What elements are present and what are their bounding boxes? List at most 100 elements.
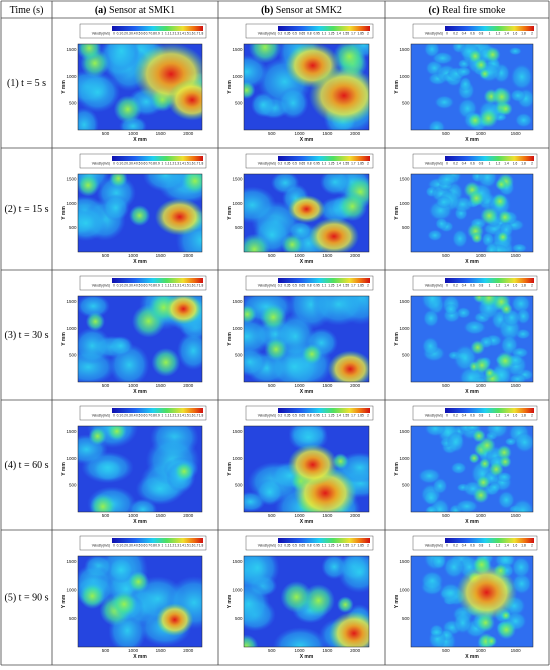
- x-axis-label: X mm: [300, 519, 314, 525]
- contour-blob: [103, 44, 140, 72]
- contour-blob: [277, 86, 309, 120]
- contour-plot: [78, 556, 202, 647]
- contour-blob: [510, 88, 526, 103]
- plot-frame: [77, 425, 203, 513]
- contour-blob: [514, 431, 533, 453]
- colorbar-tick: 0.35: [284, 162, 290, 166]
- contour-blob: [128, 498, 158, 512]
- colorbar: [278, 538, 370, 543]
- contour-blob: [427, 229, 443, 242]
- contour-blob: [484, 242, 499, 252]
- colorbar-tick: 0.1: [117, 544, 122, 548]
- x-axis-label: X mm: [300, 259, 314, 265]
- colorbar-tick: 0.1: [117, 414, 122, 418]
- contour-blob: [430, 628, 444, 637]
- colorbar-tick: 0.35: [284, 32, 290, 36]
- colorbar-tick: 1.85: [358, 284, 364, 288]
- colorbar-tick: 0.95: [314, 284, 320, 288]
- header-letter: (a): [95, 5, 107, 16]
- y-tick-label: 500: [235, 353, 243, 358]
- contour-blob: [244, 54, 268, 89]
- contour-blob: [333, 44, 366, 73]
- colorbar-tick: 0.65: [299, 284, 305, 288]
- plot-frame: [410, 43, 534, 131]
- y-axis-label: Y mm: [61, 462, 67, 476]
- contour-blob: [468, 452, 480, 464]
- colorbar-tick: 0.4: [462, 284, 467, 288]
- contour-blob: [337, 556, 369, 594]
- x-tick-label: 1500: [322, 648, 333, 653]
- colorbar-tick: 0.8: [479, 414, 484, 418]
- colorbar-tick: 0: [446, 162, 448, 166]
- colorbar-tick: 0.9: [155, 284, 160, 288]
- colorbar-tick: 1.6: [513, 414, 518, 418]
- colorbar-tick: 2: [367, 32, 369, 36]
- colorbar-tick: 0.4: [462, 162, 467, 166]
- y-tick-label: 500: [69, 101, 77, 106]
- plot-frame: [243, 173, 370, 253]
- y-tick-label: 500: [69, 353, 77, 358]
- contour-blob: [272, 627, 328, 647]
- contour-blob: [471, 231, 483, 244]
- colorbar-tick: 0.65: [299, 162, 305, 166]
- colorbar-tick: 0.4: [131, 284, 136, 288]
- colorbar-tick: 1.1: [322, 544, 327, 548]
- contour-plot: [411, 556, 533, 647]
- y-axis-label: Y mm: [394, 206, 400, 220]
- colorbar-tick: 1.6: [513, 162, 518, 166]
- colorbar-tick: 1.2: [496, 32, 501, 36]
- colorbar-tick: 1.4: [504, 284, 509, 288]
- y-axis-label: Y mm: [61, 594, 67, 608]
- contour-hotspot: [154, 198, 202, 236]
- x-tick-label: 1500: [511, 513, 522, 518]
- contour-hotspot: [329, 611, 369, 647]
- colorbar-tick: 1.1: [165, 544, 170, 548]
- plot-frame: [77, 43, 203, 131]
- plot-frame: [77, 555, 203, 648]
- header-column: (b) Sensor at SMK2: [261, 5, 342, 16]
- contour-blob: [428, 119, 446, 130]
- y-tick-label: 1500: [399, 47, 410, 52]
- colorbar-tick: 1.8: [521, 414, 526, 418]
- colorbar-tick: 0.8: [150, 162, 155, 166]
- colorbar-tick: 0.1: [117, 162, 122, 166]
- x-tick-label: 500: [268, 648, 276, 653]
- contour-blob: [480, 206, 499, 225]
- colorbar-tick: 1.4: [504, 544, 509, 548]
- x-tick-label: 2000: [350, 383, 361, 388]
- colorbar-tick: 0.2: [278, 544, 283, 548]
- y-tick-label: 1000: [66, 201, 77, 206]
- colorbar-tick: 1.2: [496, 414, 501, 418]
- plot-frame: [243, 425, 370, 513]
- colorbar: [278, 408, 370, 413]
- x-tick-label: 500: [268, 383, 276, 388]
- contour-blob: [497, 490, 515, 510]
- contour-hotspot: [156, 603, 194, 637]
- colorbar-tick: 0.8: [307, 414, 312, 418]
- colorbar-tick: 1.1: [322, 32, 327, 36]
- colorbar-tick: 1.1: [165, 32, 170, 36]
- y-tick-label: 1500: [232, 299, 243, 304]
- y-tick-label: 1000: [232, 326, 243, 331]
- colorbar-tick: 0.8: [479, 32, 484, 36]
- contour-blob: [443, 556, 465, 579]
- colorbar-tick: 0.6: [470, 162, 475, 166]
- colorbar-tick: 0.6: [141, 544, 146, 548]
- colorbar-label: Velocity(m/s): [425, 414, 443, 418]
- colorbar-tick: 1.1: [322, 284, 327, 288]
- colorbar-label: Velocity(m/s): [425, 544, 443, 548]
- contour-blob: [424, 44, 440, 58]
- colorbar-tick: 1.6: [189, 414, 194, 418]
- colorbar-tick: 1.5: [184, 162, 189, 166]
- contour-blob: [181, 174, 202, 195]
- contour-blob: [511, 243, 528, 252]
- colorbar: [112, 278, 203, 283]
- y-tick-label: 1000: [232, 588, 243, 593]
- colorbar-tick: 2: [367, 544, 369, 548]
- contour-blob: [78, 174, 100, 197]
- colorbar-tick: 0.5: [136, 162, 141, 166]
- y-tick-label: 500: [402, 225, 410, 230]
- colorbar-tick: 0.95: [314, 162, 320, 166]
- colorbar-tick: 0.5: [136, 32, 141, 36]
